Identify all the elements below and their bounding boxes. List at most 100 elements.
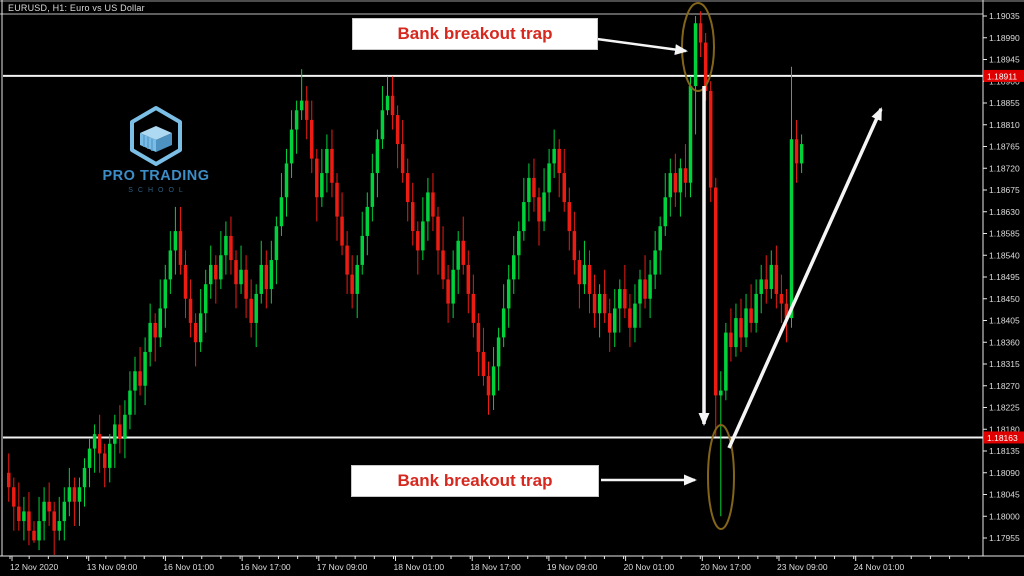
- candle: [264, 250, 269, 309]
- annotation-arrows: [596, 37, 883, 486]
- candle: [27, 492, 31, 546]
- candle: [592, 274, 597, 328]
- candle: [446, 264, 450, 323]
- candle: [552, 129, 556, 178]
- candle: [113, 414, 117, 468]
- time-label: 16 Nov 01:00: [163, 562, 214, 572]
- candle: [567, 187, 572, 251]
- candle: [153, 313, 157, 362]
- candle: [12, 477, 16, 531]
- pro-trading-school-logo: PRO TRADING SCHOOL: [94, 100, 218, 203]
- candle: [739, 298, 743, 352]
- candle: [148, 303, 152, 367]
- time-label: 16 Nov 17:00: [240, 562, 291, 572]
- candle: [562, 148, 566, 212]
- candle: [613, 289, 617, 348]
- candle: [133, 356, 137, 415]
- candle: [289, 110, 294, 178]
- price-label: 1.18495: [989, 272, 1020, 282]
- candle: [279, 173, 284, 236]
- candle: [188, 279, 193, 338]
- candle: [633, 284, 637, 343]
- candle: [501, 284, 506, 348]
- candle: [547, 148, 551, 212]
- candle: [102, 443, 107, 488]
- candle: [168, 231, 173, 294]
- candle: [774, 245, 779, 309]
- candle: [214, 255, 218, 304]
- candle: [340, 192, 344, 256]
- candle: [284, 148, 289, 217]
- candle: [345, 231, 349, 294]
- candle: [380, 86, 385, 149]
- candle: [335, 173, 339, 241]
- candle: [451, 250, 455, 319]
- candle: [395, 105, 400, 169]
- candle: [254, 284, 258, 348]
- candle: [799, 134, 804, 174]
- time-axis[interactable]: 12 Nov 2020 13 Nov 09:00 16 Nov 01:00 16 No…: [9, 556, 970, 572]
- price-label: 1.18675: [989, 185, 1020, 195]
- candle: [638, 269, 642, 328]
- candle: [668, 158, 673, 217]
- candle: [118, 405, 122, 454]
- price-label: 1.18945: [989, 55, 1020, 65]
- candle: [693, 16, 698, 135]
- candle: [405, 158, 410, 222]
- candle: [97, 414, 102, 473]
- candle: [729, 308, 733, 362]
- candle: [320, 148, 324, 207]
- candle: [47, 482, 51, 526]
- candle: [663, 173, 667, 236]
- bank-breakout-trap-label-bottom: Bank breakout trap: [351, 465, 599, 497]
- candle: [527, 163, 531, 222]
- bottom-trap-ellipse: [707, 424, 735, 530]
- candle: [123, 400, 127, 459]
- time-label: 12 Nov 2020: [10, 562, 58, 572]
- candle: [224, 221, 228, 275]
- svg-text:1.18163: 1.18163: [987, 433, 1018, 443]
- time-label: 23 Nov 09:00: [777, 562, 828, 572]
- candle: [365, 192, 370, 256]
- candle: [249, 279, 253, 338]
- candle: [683, 144, 688, 198]
- time-label: 20 Nov 17:00: [700, 562, 751, 572]
- candle: [673, 153, 678, 207]
- candle: [219, 231, 223, 290]
- price-axis[interactable]: 1.190351.189901.189451.189001.188551.188…: [983, 11, 1020, 543]
- price-label: 1.18270: [989, 381, 1020, 391]
- candle: [193, 313, 198, 367]
- candle: [754, 279, 758, 333]
- candle: [724, 322, 728, 401]
- candle: [82, 458, 87, 507]
- candle: [299, 69, 304, 120]
- trap-ellipses: [681, 2, 735, 530]
- candle: [77, 477, 82, 526]
- candle: [779, 274, 784, 323]
- candle: [209, 245, 213, 299]
- candle: [623, 264, 627, 319]
- candle: [203, 269, 208, 333]
- candle: [92, 424, 97, 473]
- candle: [390, 76, 395, 130]
- chart-title: EURUSD, H1: Euro vs US Dollar: [8, 3, 145, 13]
- price-label: 1.18630: [989, 207, 1020, 217]
- candle: [436, 206, 440, 275]
- candle: [163, 264, 168, 328]
- candle: [17, 482, 21, 531]
- price-label: 1.18180: [989, 424, 1020, 434]
- candle: [315, 148, 319, 222]
- candle: [330, 129, 334, 198]
- price-label: 1.18225: [989, 403, 1020, 413]
- candle: [178, 206, 183, 275]
- time-label: 20 Nov 01:00: [624, 562, 675, 572]
- candle: [714, 177, 718, 437]
- candle: [466, 250, 471, 314]
- candle: [198, 289, 203, 352]
- candle: [304, 86, 309, 140]
- time-label: 18 Nov 17:00: [470, 562, 521, 572]
- candle: [512, 235, 516, 294]
- resistance-price-tag: 1.18911: [984, 69, 1024, 82]
- candle: [522, 177, 526, 241]
